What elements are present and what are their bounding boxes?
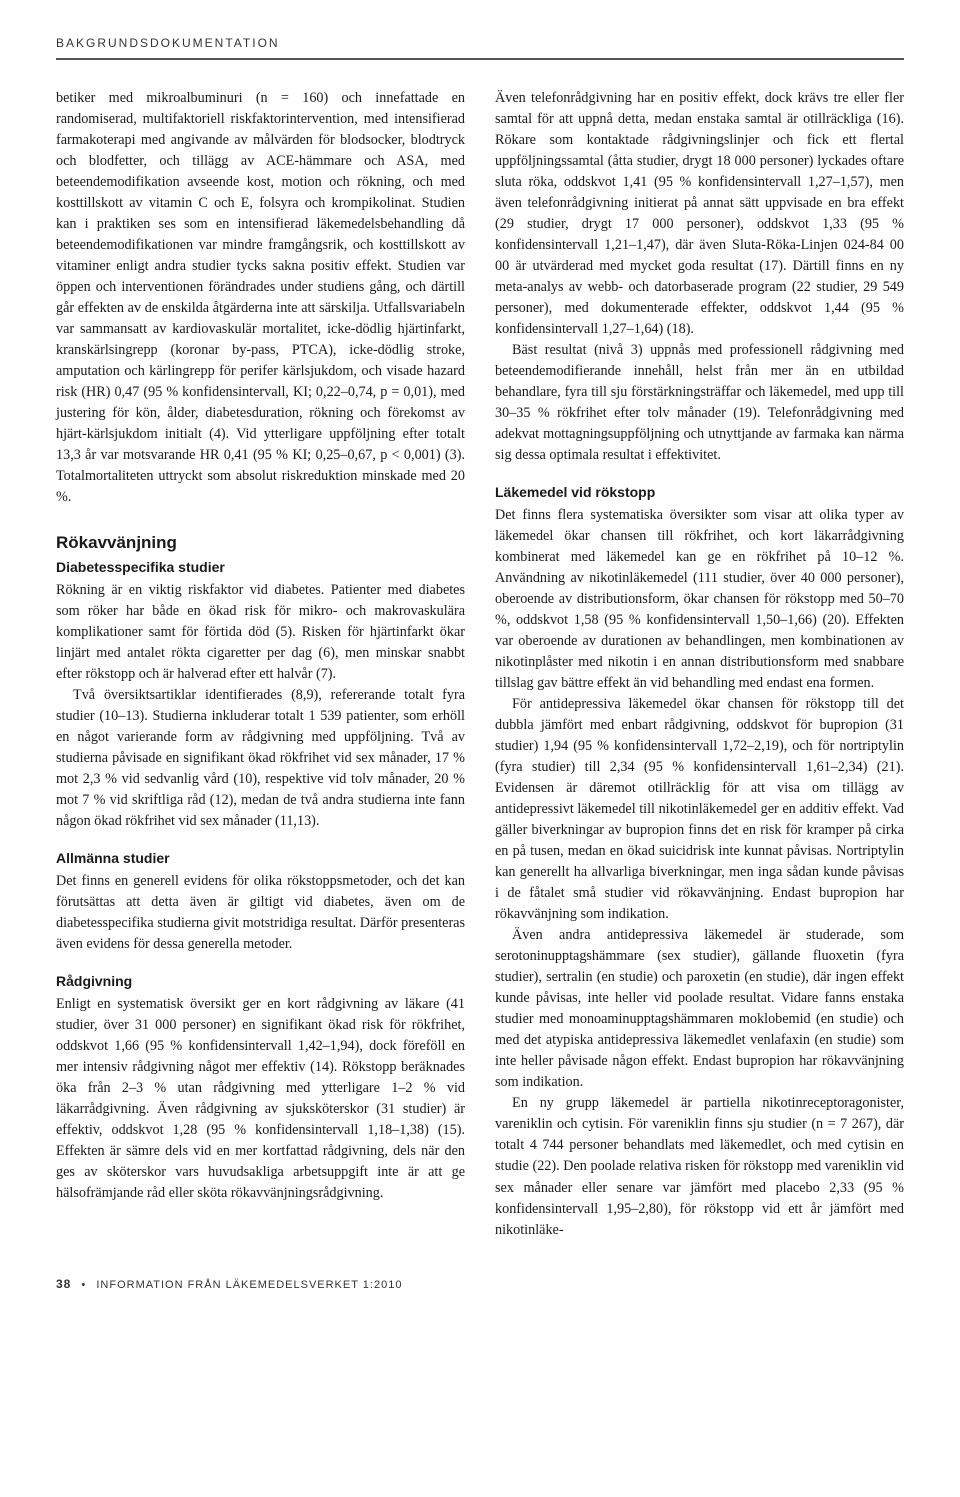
body-text: En ny grupp läkemedel är partiella nikot… [495,1093,904,1240]
body-text: Även andra antidepressiva läkemedel är s… [495,925,904,1093]
body-text: Det finns flera systematiska översikter … [495,505,904,694]
body-text: Enligt en systematisk översikt ger en ko… [56,994,465,1204]
subheading-diabetesspecifika: Diabetesspecifika studier [56,557,465,578]
body-text: För antidepressiva läkemedel ökar chanse… [495,694,904,925]
footer-text: INFORMATION FRÅN LÄKEMEDELSVERKET 1:2010 [96,1279,402,1291]
section-heading-rokavvanjning: Rökavvänjning [56,530,465,555]
body-text: Även telefonrådgivning har en positiv ef… [495,88,904,340]
subheading-radgivning: Rådgivning [56,971,465,992]
body-text: Det finns en generell evidens för olika … [56,871,465,955]
page-number: 38 [56,1277,71,1291]
footer-separator: • [81,1279,86,1291]
body-text: Bäst resultat (nivå 3) uppnås med profes… [495,340,904,466]
left-column: betiker med mikroalbuminuri (n = 160) oc… [56,88,465,1241]
header-title: BAKGRUNDSDOKUMENTATION [56,36,904,60]
content-columns: betiker med mikroalbuminuri (n = 160) oc… [56,88,904,1241]
body-text: Rökning är en viktig riskfaktor vid diab… [56,580,465,685]
body-text: Två översiktsartiklar identifierades (8,… [56,685,465,832]
right-column: Även telefonrådgivning har en positiv ef… [495,88,904,1241]
subheading-allmanna: Allmänna studier [56,848,465,869]
footer: 38 • INFORMATION FRÅN LÄKEMEDELSVERKET 1… [56,1277,904,1291]
body-text: betiker med mikroalbuminuri (n = 160) oc… [56,88,465,508]
subheading-lakemedel: Läkemedel vid rökstopp [495,482,904,503]
